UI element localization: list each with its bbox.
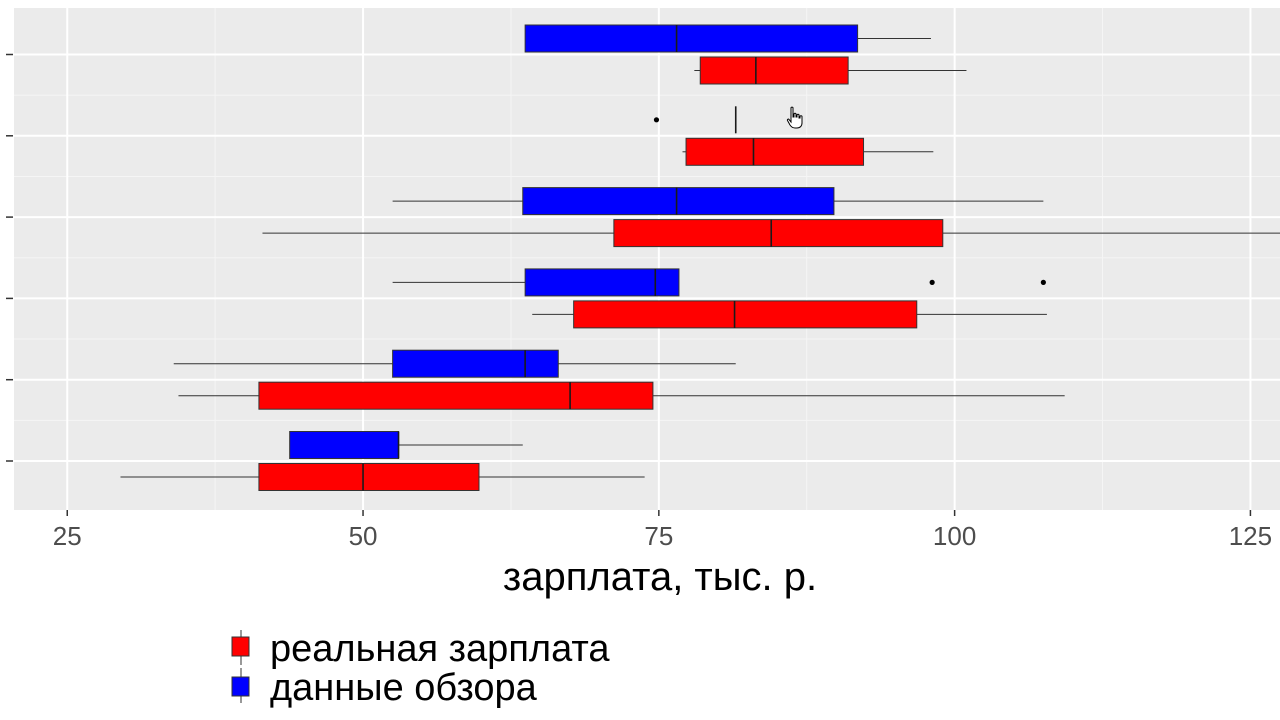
plot-panel <box>14 8 1280 510</box>
box-real-salary-group-3 <box>532 300 1047 329</box>
box-iqr <box>524 24 859 53</box>
outlier-point <box>653 117 660 123</box>
legend-key-red <box>231 636 250 657</box>
legend-key-blue <box>231 676 250 697</box>
box-iqr <box>522 187 835 216</box>
box-iqr <box>573 300 918 329</box>
box-real-salary-group-2 <box>178 381 1065 410</box>
box-survey-data-group-2 <box>173 349 736 378</box>
box-real-salary-group-5 <box>682 137 934 166</box>
mouse-pointer-hand-icon <box>786 106 803 129</box>
x-tick-label: 100 <box>933 521 976 551</box>
box-iqr <box>524 268 680 297</box>
legend-label-real-salary: реальная зарплата <box>270 628 610 670</box>
box-real-salary-group-6 <box>694 56 967 85</box>
legend: реальная зарплата данные обзора <box>231 628 610 709</box>
box-survey-data-group-3 <box>392 268 1046 297</box>
box-survey-data-group-5 <box>653 106 737 134</box>
box-survey-data-group-6 <box>524 24 931 53</box>
y-axis-ticks <box>6 53 13 462</box>
legend-label-survey-data: данные обзора <box>270 667 538 709</box>
outlier-point <box>929 279 935 285</box>
x-tick-label: 125 <box>1229 521 1272 551</box>
box-iqr <box>699 56 849 85</box>
box-real-salary-group-1 <box>120 463 645 491</box>
x-tick-label: 75 <box>644 521 673 551</box>
box-iqr <box>258 381 654 410</box>
box-iqr <box>613 219 944 248</box>
box-survey-data-group-1 <box>289 431 523 459</box>
x-axis-title: зарплата, тыс. р. <box>503 555 817 599</box>
minor-gridlines <box>14 8 1280 510</box>
legend-item-survey-data: данные обзора <box>231 667 538 709</box>
box-marks <box>120 24 1280 491</box>
major-gridlines <box>14 8 1280 510</box>
box-real-salary-group-4 <box>262 219 1280 248</box>
box-iqr <box>258 463 480 491</box>
x-tick-label: 25 <box>53 521 82 551</box>
box-iqr <box>685 137 865 166</box>
box-iqr <box>289 431 400 459</box>
legend-item-real-salary: реальная зарплата <box>231 628 610 670</box>
x-tick-label: 50 <box>349 521 378 551</box>
outlier-point <box>1040 279 1046 285</box>
box-iqr <box>392 349 559 378</box>
box-survey-data-group-4 <box>392 187 1044 216</box>
x-axis-ticks: 25 50 75 100 125 <box>53 510 1272 551</box>
